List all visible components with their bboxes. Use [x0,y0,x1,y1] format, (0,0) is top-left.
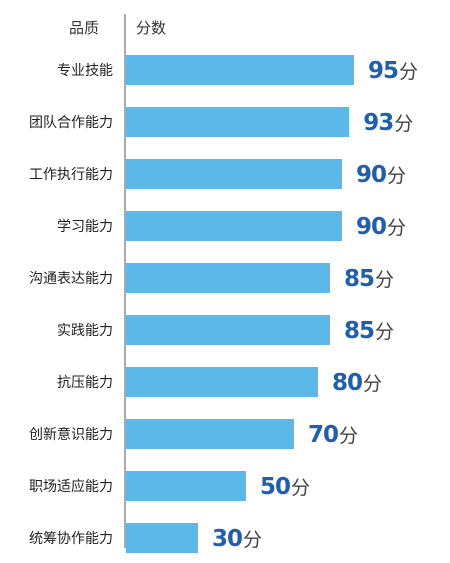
category-label: 团队合作能力 [29,115,113,131]
bar [126,211,342,241]
value-label: 93分 [363,110,413,136]
value-label: 95分 [368,58,418,84]
value-label: 90分 [356,162,406,188]
value-label: 70分 [308,422,358,448]
category-label: 统筹协作能力 [29,530,113,547]
category-label: 沟通表达能力 [29,271,113,287]
bar [126,419,294,449]
value-header: 分数 [136,19,166,37]
category-label: 创新意识能力 [29,426,113,443]
value-label: 85分 [344,266,394,292]
category-label: 学习能力 [57,219,113,235]
bar [126,159,342,189]
value-label: 90分 [356,214,406,240]
bar [126,107,350,137]
bar [126,55,354,85]
category-label: 职场适应能力 [29,478,113,495]
value-label: 50分 [260,474,310,500]
value-label: 85分 [344,318,394,344]
bar [126,367,318,397]
category-label: 实践能力 [57,323,113,339]
category-label: 工作执行能力 [29,167,113,183]
bar [126,523,198,553]
category-label: 抗压能力 [57,375,113,391]
category-label: 专业技能 [57,63,113,79]
category-header: 品质 [69,19,99,37]
bar [126,471,246,501]
value-label: 30分 [212,526,262,552]
value-label: 80分 [332,370,382,396]
bar [126,263,330,293]
bar [126,315,330,345]
